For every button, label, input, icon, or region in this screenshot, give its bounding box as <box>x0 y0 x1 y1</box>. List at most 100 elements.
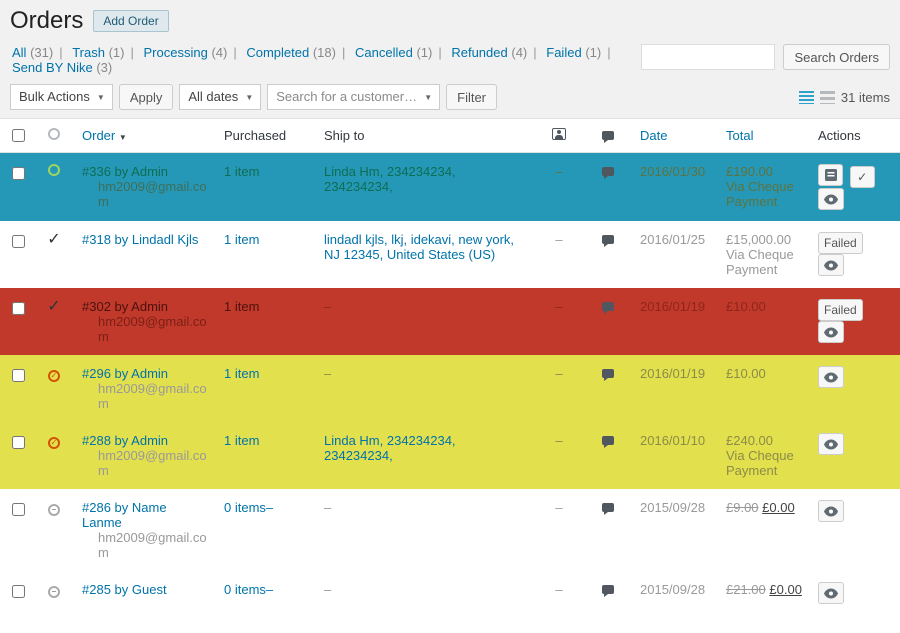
eye-icon <box>824 194 838 204</box>
ship-to-cell: – <box>324 582 332 597</box>
order-total: £0.00 <box>762 500 795 515</box>
bulk-actions-select[interactable]: Bulk Actions ▼ <box>10 84 113 110</box>
customer-cell: – <box>555 164 563 179</box>
purchased-link[interactable]: 0 items– <box>224 500 274 515</box>
purchased-link[interactable]: 1 item <box>224 299 260 314</box>
dates-filter-select[interactable]: All dates ▼ <box>179 84 262 110</box>
order-link[interactable]: #285 by Guest <box>82 582 167 597</box>
purchased-link[interactable]: 1 item <box>224 366 260 381</box>
customer-cell: – <box>555 299 563 314</box>
payment-method: Via Cheque Payment <box>726 448 794 478</box>
view-button[interactable] <box>818 254 844 276</box>
filter-button[interactable]: Filter <box>446 84 498 110</box>
order-link[interactable]: #302 by Admin <box>82 299 169 314</box>
order-date: 2016/01/19 <box>640 299 706 314</box>
status-pending-icon: – <box>48 586 60 598</box>
complete-button[interactable]: ✓ <box>849 166 875 188</box>
status-processing-icon <box>48 164 60 176</box>
order-row-286: – #286 by Name Lanme hm2009@gmail.com 0 … <box>0 489 900 571</box>
ship-to-cell: – <box>324 366 332 381</box>
add-order-button[interactable]: Add Order <box>93 10 169 32</box>
filter-completed: Completed (18) <box>246 45 351 60</box>
customer-cell: – <box>555 433 563 448</box>
row-checkbox[interactable] <box>12 436 25 449</box>
customer-email: hm2009@gmail.com <box>98 530 207 560</box>
filter-trash: Trash (1) <box>72 45 140 60</box>
order-row-288: ✓ #288 by Admin hm2009@gmail.com 1 item … <box>0 422 900 489</box>
ship-to-link[interactable]: lindadl kjls, lkj, idekavi, new york, NJ… <box>324 232 515 262</box>
ship-to-link[interactable]: Linda Hm, 234234234, 234234234, <box>324 164 456 194</box>
order-date: 2016/01/30 <box>640 164 706 179</box>
check-icon: ✓ <box>857 170 868 184</box>
row-checkbox[interactable] <box>12 585 25 598</box>
order-total: £15,000.00 <box>726 232 792 247</box>
order-date: 2015/09/28 <box>640 500 706 515</box>
apply-button[interactable]: Apply <box>118 84 174 110</box>
orders-table: Order ▼ Purchased Ship to Date Total Act… <box>0 118 900 633</box>
order-link[interactable]: #286 by Name Lanme <box>82 500 167 530</box>
purchased-link[interactable]: 1 item <box>224 164 260 179</box>
items-count: 31 items <box>840 89 890 105</box>
order-date: 2015/09/28 <box>640 582 706 597</box>
order-link[interactable]: #288 by Admin <box>82 433 169 448</box>
order-note-icon <box>602 436 614 448</box>
chevron-down-icon: ▼ <box>424 93 433 102</box>
search-orders-button[interactable]: Search Orders <box>783 44 890 70</box>
total-column-header[interactable]: Total <box>718 118 810 153</box>
eye-icon <box>824 260 838 270</box>
processing-button[interactable] <box>818 164 843 186</box>
date-column-header[interactable]: Date <box>632 118 718 153</box>
failed-button[interactable]: Failed <box>818 232 863 254</box>
excerpt-view-icon[interactable] <box>819 90 835 104</box>
view-button[interactable] <box>818 321 844 343</box>
purchased-link[interactable]: 0 items– <box>224 582 274 597</box>
select-all-checkbox[interactable] <box>12 129 25 142</box>
actions-column-header: Actions <box>810 118 900 153</box>
view-button[interactable] <box>818 433 844 455</box>
status-onhold-icon: ✓ <box>48 437 60 449</box>
table-toolbar: Bulk Actions ▼ Apply All dates ▼ Search … <box>0 75 900 118</box>
order-link[interactable]: #336 by Admin <box>82 164 169 179</box>
view-button[interactable] <box>818 188 844 210</box>
row-checkbox[interactable] <box>12 167 25 180</box>
order-row-318: ✓ #318 by Lindadl Kjls 1 item lindadl kj… <box>0 221 900 288</box>
list-view-icon[interactable] <box>798 90 814 104</box>
customer-cell: – <box>555 366 563 381</box>
purchased-link[interactable]: 1 item <box>224 232 260 247</box>
order-link[interactable]: #318 by Lindadl Kjls <box>82 232 199 247</box>
search-orders-input[interactable] <box>640 44 775 70</box>
order-total: £10.00 <box>726 366 766 381</box>
row-checkbox[interactable] <box>12 503 25 516</box>
filter-processing: Processing (4) <box>144 45 243 60</box>
customer-email: hm2009@gmail.com <box>98 448 207 478</box>
customer-email: hm2009@gmail.com <box>98 179 207 209</box>
status-completed-icon: ✓ <box>47 298 61 315</box>
failed-button[interactable]: Failed <box>818 299 863 321</box>
row-checkbox[interactable] <box>12 302 25 315</box>
row-checkbox[interactable] <box>12 369 25 382</box>
order-row-336: #336 by Admin hm2009@gmail.com 1 item Li… <box>0 152 900 221</box>
status-pending-icon: – <box>48 504 60 516</box>
order-link[interactable]: #296 by Admin <box>82 366 169 381</box>
purchased-link[interactable]: 1 item <box>224 433 260 448</box>
order-row-285: – #285 by Guest 0 items– – – 2015/09/28 … <box>0 571 900 633</box>
order-note-icon <box>602 369 614 381</box>
filter-all: All (31) <box>12 45 69 60</box>
original-total: £21.00 <box>726 582 766 597</box>
sort-desc-icon: ▼ <box>118 133 127 142</box>
chevron-down-icon: ▼ <box>96 93 105 102</box>
customer-email: hm2009@gmail.com <box>98 381 207 411</box>
ship-to-cell: – <box>324 500 332 515</box>
eye-icon <box>824 588 838 598</box>
customer-icon <box>552 128 566 140</box>
customer-search-select[interactable]: Search for a customer… ▼ <box>267 84 441 110</box>
ship-to-link[interactable]: Linda Hm, 234234234, 234234234, <box>324 433 456 463</box>
view-button[interactable] <box>818 500 844 522</box>
order-total: £0.00 <box>769 582 802 597</box>
view-button[interactable] <box>818 366 844 388</box>
view-button[interactable] <box>818 582 844 604</box>
order-row-302: ✓ #302 by Admin hm2009@gmail.com 1 item … <box>0 288 900 355</box>
order-column-header[interactable]: Order ▼ <box>74 118 216 153</box>
row-checkbox[interactable] <box>12 235 25 248</box>
